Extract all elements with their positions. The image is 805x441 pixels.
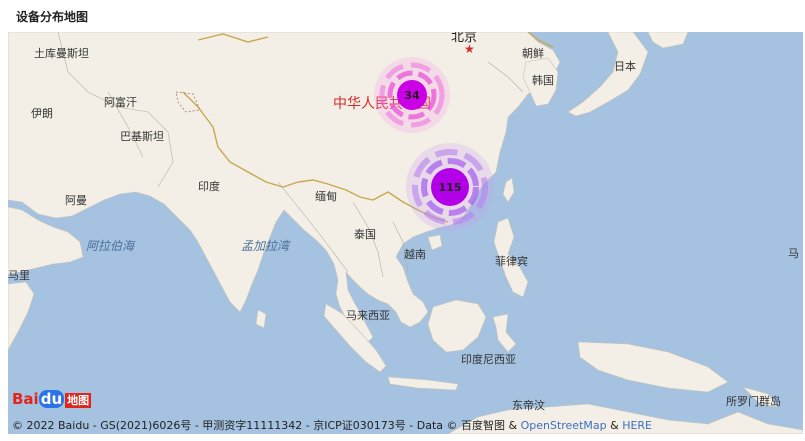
- label-japan: 日本: [614, 59, 636, 73]
- label-iran: 伊朗: [31, 107, 53, 120]
- landmass-new-guinea: [577, 341, 729, 393]
- landmass-srilanka: [255, 309, 267, 329]
- logo-brand: Bai: [12, 390, 39, 408]
- landmass-hokkaido: [647, 32, 689, 49]
- label-malaysia: 马来西亚: [346, 309, 390, 322]
- copyright-text: © 2022 Baidu - GS(2021)6026号 - 甲测资字11111…: [12, 419, 521, 432]
- label-afghanistan: 阿富汗: [104, 95, 137, 109]
- label-mali: 马里: [8, 269, 30, 282]
- landmass-hainan: [427, 234, 443, 251]
- label-ma: 马: [788, 247, 799, 260]
- logo-paw-icon: du: [38, 390, 65, 408]
- border-countries: [57, 32, 524, 278]
- logo-suffix: 地图: [65, 393, 92, 408]
- cluster-count-south: 115: [439, 181, 462, 194]
- label-arabian-sea: 阿拉伯海: [86, 239, 136, 253]
- landmass-australia: [447, 403, 803, 434]
- label-east-timor: 东帝汶: [512, 398, 545, 412]
- landmass-taiwan: [502, 177, 515, 203]
- copyright-amp: &: [606, 419, 623, 432]
- here-link[interactable]: HERE: [622, 419, 653, 432]
- label-vietnam: 越南: [404, 247, 426, 261]
- label-myanmar: 缅甸: [315, 189, 337, 203]
- label-north-korea: 朝鲜: [522, 46, 544, 60]
- landmass-japan: [567, 32, 649, 117]
- landmass-africa: [8, 281, 35, 351]
- panel-title: 设备分布地图: [16, 10, 89, 24]
- map-canvas[interactable]: ★ 北京 中华人民共和国 土库曼斯坦 伊朗 阿富汗 巴基斯坦 印度 阿曼 缅甸 …: [8, 32, 803, 434]
- cluster-count-north: 34: [404, 89, 420, 102]
- landmass-arabia: [8, 206, 84, 275]
- label-thailand: 泰国: [354, 227, 376, 241]
- cluster-marker-south[interactable]: 115: [406, 143, 494, 231]
- landmass-philippines: [493, 217, 529, 298]
- label-pakistan: 巴基斯坦: [120, 129, 164, 143]
- cluster-marker-north[interactable]: 34: [374, 57, 450, 133]
- landmass-java: [387, 376, 459, 391]
- landmass-borneo: [427, 299, 487, 353]
- label-turkmenistan: 土库曼斯坦: [34, 46, 89, 60]
- landmass-sulawesi: [492, 313, 517, 353]
- label-south-korea: 韩国: [532, 73, 554, 87]
- capital-star-icon: ★: [464, 42, 475, 56]
- map-copyright: © 2022 Baidu - GS(2021)6026号 - 甲测资字11111…: [8, 417, 803, 434]
- label-capital: 北京: [451, 32, 477, 45]
- label-india: 印度: [198, 179, 220, 193]
- border-dotted: [175, 91, 201, 113]
- label-philippines: 菲律宾: [495, 254, 528, 268]
- osm-link[interactable]: OpenStreetMap: [520, 419, 607, 432]
- label-oman: 阿曼: [65, 194, 87, 207]
- label-solomon: 所罗门群岛: [726, 394, 781, 408]
- border-china: [182, 32, 554, 223]
- landmass-korea: [522, 57, 559, 107]
- label-indonesia: 印度尼西亚: [461, 352, 516, 366]
- landmass-sumatra: [323, 303, 387, 373]
- baidu-logo[interactable]: Bai du 地图: [12, 390, 92, 414]
- landmass-islands-right: [741, 386, 779, 408]
- label-bay-of-bengal: 孟加拉湾: [241, 239, 291, 253]
- map-svg: ★ 北京 中华人民共和国 土库曼斯坦 伊朗 阿富汗 巴基斯坦 印度 阿曼 缅甸 …: [8, 32, 803, 434]
